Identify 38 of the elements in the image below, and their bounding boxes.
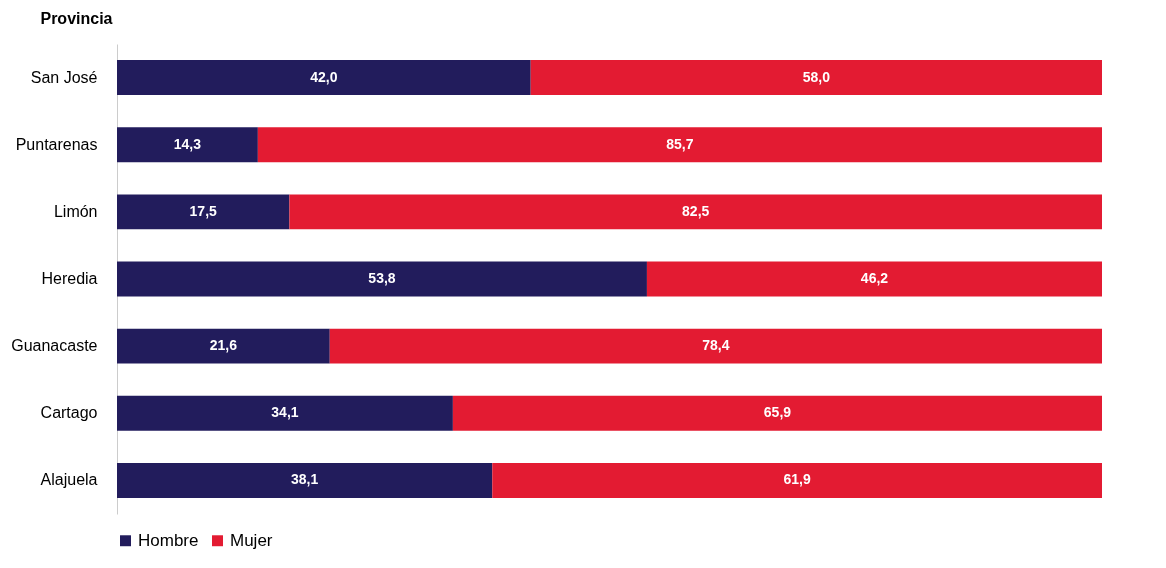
y-axis-title: Provincia <box>40 9 113 27</box>
bar <box>530 60 1102 96</box>
y-tick-label: San José <box>30 68 98 86</box>
legend-label: Hombre <box>138 530 199 550</box>
data-label: 61,9 <box>783 471 811 488</box>
y-tick-label: Guanacaste <box>11 337 98 355</box>
y-tick-label: Cartago <box>40 404 98 422</box>
bar <box>117 395 453 431</box>
bar <box>452 395 1102 431</box>
bar <box>492 462 1102 498</box>
data-label: 46,2 <box>860 270 889 286</box>
bar <box>117 261 647 297</box>
data-label: 17,5 <box>189 202 218 219</box>
legend-label: Mujer <box>230 530 273 550</box>
data-label: 14,3 <box>173 135 202 152</box>
bar <box>117 328 330 364</box>
bar <box>289 194 1102 230</box>
data-label: 21,6 <box>209 337 238 354</box>
data-label: 53,8 <box>368 270 396 286</box>
y-tick-label: Puntarenas <box>15 135 98 153</box>
data-label: 42,0 <box>310 68 338 85</box>
bar <box>117 127 258 163</box>
bar <box>646 261 1102 297</box>
bar <box>257 127 1102 163</box>
data-label: 85,7 <box>666 135 694 152</box>
data-label: 78,4 <box>702 337 730 354</box>
y-tick-label: Limón <box>53 202 98 220</box>
y-tick-label: Alajuela <box>40 471 98 489</box>
data-label: 58,0 <box>802 68 831 85</box>
data-label: 34,1 <box>271 404 299 421</box>
data-label: 82,5 <box>682 202 710 219</box>
bar <box>329 328 1102 364</box>
bar <box>117 60 531 96</box>
data-label: 65,9 <box>763 404 792 421</box>
bar <box>117 194 290 230</box>
bar <box>117 462 493 498</box>
y-tick-label: Heredia <box>41 270 98 287</box>
data-label: 38,1 <box>291 471 319 488</box>
